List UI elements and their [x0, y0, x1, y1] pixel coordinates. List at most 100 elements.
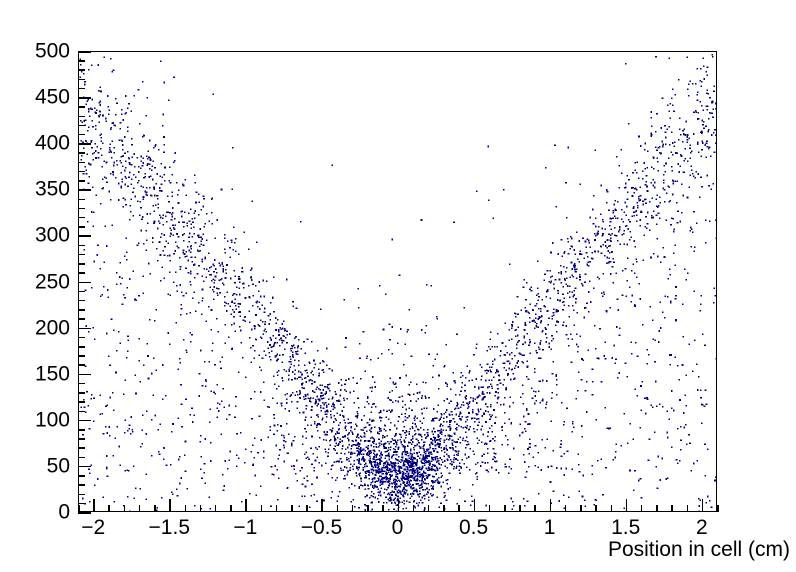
x-axis-title: Position in cell (cm): [607, 538, 790, 561]
x-axis-major-tick: [473, 499, 476, 512]
y-axis-minor-tick: [78, 161, 85, 164]
y-axis-minor-tick: [78, 87, 85, 90]
x-axis-minor-tick: [351, 505, 354, 512]
y-axis-major-tick: [78, 465, 91, 468]
x-axis-minor-tick: [367, 505, 369, 512]
x-axis-tick-label: 1: [543, 516, 556, 539]
y-axis-minor-tick: [78, 78, 85, 81]
x-axis-minor-tick: [291, 505, 293, 512]
scatter-markers: [79, 53, 716, 511]
y-axis-minor-tick: [78, 207, 85, 210]
y-axis-major-tick: [78, 51, 91, 53]
x-axis-minor-tick: [108, 505, 110, 512]
y-axis-minor-tick: [78, 106, 85, 108]
x-axis-minor-tick: [78, 505, 80, 512]
y-axis-minor-tick: [78, 502, 85, 505]
y-axis-minor-tick: [78, 180, 85, 182]
y-axis-minor-tick: [78, 318, 85, 320]
y-axis-major-tick: [78, 97, 91, 99]
y-axis-tick-label: 450: [34, 85, 70, 109]
y-axis-minor-tick: [78, 392, 85, 394]
y-axis-minor-tick: [78, 226, 85, 228]
x-axis-minor-tick: [275, 505, 278, 512]
y-axis-tick-label: 50: [46, 454, 70, 478]
y-axis-minor-tick: [78, 299, 85, 302]
plot-frame: [78, 51, 717, 512]
x-axis-major-tick: [245, 499, 247, 512]
x-axis-minor-tick: [717, 505, 719, 512]
x-axis-minor-tick: [564, 505, 567, 512]
y-axis-minor-tick: [78, 170, 85, 173]
y-axis-minor-tick: [78, 475, 85, 477]
y-axis-major-tick: [78, 327, 91, 330]
y-axis-minor-tick: [78, 438, 85, 440]
x-axis-tick-label: 1.5: [611, 516, 641, 539]
x-axis-minor-tick: [610, 505, 612, 512]
x-axis-minor-tick: [138, 505, 141, 512]
y-axis-major-tick: [78, 419, 91, 422]
y-axis-tick-label: 150: [34, 362, 70, 386]
y-axis-minor-tick: [78, 346, 85, 348]
x-axis-tick-label: −0.5: [300, 516, 343, 539]
y-axis-minor-tick: [78, 263, 85, 265]
y-axis-minor-tick: [78, 152, 85, 154]
y-axis-major-tick: [78, 235, 91, 237]
x-axis-major-tick: [701, 499, 704, 512]
y-axis-tick-label: 350: [34, 177, 70, 201]
scatter-points-layer: [79, 53, 716, 511]
y-axis-major-tick: [78, 373, 91, 376]
x-axis-minor-tick: [184, 505, 186, 512]
x-axis-minor-tick: [306, 505, 308, 512]
x-axis-minor-tick: [686, 505, 689, 512]
x-axis-major-tick: [549, 499, 552, 512]
x-axis-major-tick: [321, 499, 323, 512]
y-axis-minor-tick: [78, 216, 85, 219]
y-axis-major-tick: [78, 189, 91, 191]
y-axis-minor-tick: [78, 401, 85, 403]
x-axis-minor-tick: [214, 505, 217, 512]
y-axis-minor-tick: [78, 198, 85, 201]
y-axis-minor-tick: [78, 456, 85, 459]
x-axis-minor-tick: [534, 505, 536, 512]
x-axis-minor-tick: [230, 505, 232, 512]
y-axis-minor-tick: [78, 429, 85, 431]
y-axis-tick-label: 400: [34, 131, 70, 155]
y-axis-minor-tick: [78, 115, 85, 118]
y-axis-minor-tick: [78, 484, 85, 486]
y-axis-minor-tick: [78, 364, 85, 366]
x-axis-minor-tick: [488, 505, 491, 512]
x-axis-minor-tick: [519, 505, 521, 512]
y-axis-minor-tick: [78, 133, 85, 136]
x-axis-minor-tick: [595, 505, 597, 512]
y-axis-minor-tick: [78, 355, 85, 357]
y-axis-minor-tick: [78, 336, 85, 339]
x-axis-major-tick: [169, 499, 171, 512]
y-axis-minor-tick: [78, 447, 85, 449]
y-axis-minor-tick: [78, 124, 85, 127]
x-axis-minor-tick: [427, 505, 430, 512]
x-axis-minor-tick: [382, 505, 384, 512]
y-axis-minor-tick: [78, 309, 85, 311]
x-axis-tick-label: 2: [695, 516, 708, 539]
x-axis-minor-tick: [656, 505, 658, 512]
y-axis-minor-tick: [78, 253, 85, 256]
x-axis-minor-tick: [199, 505, 202, 512]
x-axis-minor-tick: [580, 505, 582, 512]
x-axis-tick-label: −1.5: [148, 516, 191, 539]
y-axis-tick-label: 500: [34, 39, 70, 63]
x-axis-minor-tick: [260, 505, 263, 512]
y-axis-minor-tick: [78, 493, 85, 496]
y-axis-major-tick: [78, 143, 91, 145]
x-axis-minor-tick: [412, 505, 415, 512]
y-axis-minor-tick: [78, 290, 85, 293]
y-axis-tick-label: 250: [34, 270, 70, 293]
x-axis-minor-tick: [123, 505, 126, 512]
x-axis-minor-tick: [671, 505, 673, 512]
y-axis-minor-tick: [78, 410, 85, 413]
y-axis-minor-tick: [78, 244, 85, 247]
y-axis-minor-tick: [78, 69, 85, 71]
x-axis-minor-tick: [154, 505, 156, 512]
x-axis-minor-tick: [443, 505, 445, 512]
x-axis-minor-tick: [504, 505, 506, 512]
